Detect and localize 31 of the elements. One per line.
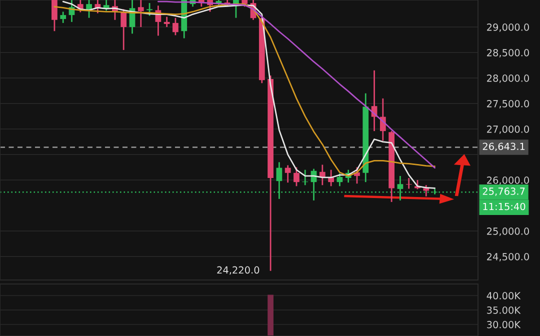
candlestick [146, 2, 152, 17]
y-tick-label: 35.00K [487, 306, 521, 314]
y-tick-label: 25,000.0 [487, 228, 529, 236]
line-series [157, 0, 436, 168]
y-tick-label: 26,000.0 [487, 176, 529, 185]
candlestick [120, 8, 127, 51]
candlestick [164, 16, 170, 28]
y-tick-label: 28,000.0 [487, 74, 529, 83]
candlestick [294, 166, 300, 187]
candlestick [284, 164, 291, 184]
candlestick [406, 177, 412, 190]
candlestick [319, 164, 326, 186]
candlestick [60, 11, 66, 24]
y-tick-label: 40.00K [486, 292, 521, 300]
ref-line-label: 26,643.1 [482, 142, 525, 152]
text: 11:15:40 [483, 202, 526, 210]
candlestick [52, 0, 58, 32]
y-tick-label: 28,500.0 [487, 49, 529, 58]
candlestick [302, 169, 308, 186]
candlestick [172, 17, 178, 36]
annotation: 24,220.0 [217, 266, 260, 275]
y-tick-label: 27,000.0 [487, 126, 529, 134]
y-tick-label: 30.00K [487, 320, 521, 328]
candlestick [328, 169, 334, 187]
candlestick [138, 0, 144, 28]
ref-line-label: 25,763.7 [482, 188, 525, 196]
candlestick [103, 0, 110, 12]
y-tick-label: 27,500.0 [487, 100, 529, 108]
y-tick-label: 24,500.0 [487, 253, 529, 262]
candlestick [336, 172, 343, 187]
y-tick-label: 29,000.0 [487, 24, 529, 32]
